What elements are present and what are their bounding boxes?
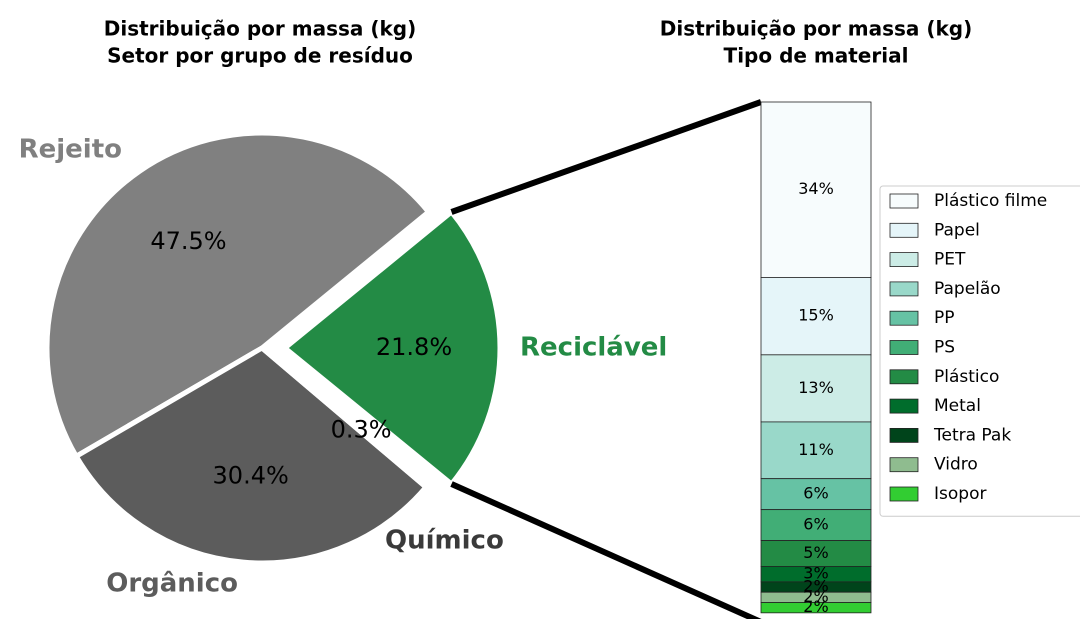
connector-line xyxy=(450,481,762,619)
bar-value-label: 3% xyxy=(803,564,828,583)
bar-segment xyxy=(760,540,872,567)
bar-value-label: 2% xyxy=(803,597,828,616)
bar-segment xyxy=(760,509,872,542)
legend-label: Plástico filme xyxy=(934,191,1047,211)
bar-value-label: 6% xyxy=(803,515,828,534)
legend-label: PP xyxy=(934,308,955,328)
bar-value-label: 5% xyxy=(803,543,828,562)
bar-value-label: 34% xyxy=(798,179,834,198)
legend-box xyxy=(879,185,1080,517)
legend-swatch xyxy=(889,369,919,385)
chart-title: Distribuição por massa (kg) xyxy=(104,17,417,41)
bar-segment xyxy=(760,354,872,423)
connector-line xyxy=(450,99,763,215)
bar-value-label: 15% xyxy=(798,306,834,325)
slice-label: Rejeito xyxy=(19,135,122,165)
legend-label: Papel xyxy=(934,220,980,240)
slice-label: Químico xyxy=(385,526,504,556)
bar-value-label: 11% xyxy=(798,440,834,459)
bar-value-label: 13% xyxy=(798,378,834,397)
slice-label: Orgânico xyxy=(106,569,238,599)
legend-swatch xyxy=(889,398,919,414)
pie-slice xyxy=(260,346,433,491)
legend-label: Isopor xyxy=(934,484,986,504)
pie-slice xyxy=(281,208,503,488)
chart-subtitle: Tipo de material xyxy=(724,44,909,68)
legend-label: Tetra Pak xyxy=(933,425,1011,445)
legend-label: Metal xyxy=(934,396,981,416)
slice-value-label: 21.8% xyxy=(376,333,452,361)
legend-swatch xyxy=(889,222,919,238)
chart-title: Distribuição por massa (kg) xyxy=(660,17,973,41)
legend-swatch xyxy=(889,252,919,268)
slice-value-label: 0.3% xyxy=(331,416,392,444)
bar-value-label: 2% xyxy=(803,587,828,606)
legend-swatch xyxy=(889,457,919,473)
legend-swatch xyxy=(889,427,919,443)
legend-label: PS xyxy=(934,338,955,358)
legend-swatch xyxy=(889,193,919,209)
legend-swatch xyxy=(889,486,919,502)
legend-swatch xyxy=(889,310,919,326)
legend-label: PET xyxy=(934,250,966,270)
bar-value-label: 6% xyxy=(803,484,828,503)
legend-label: Vidro xyxy=(934,455,978,475)
slice-value-label: 30.4% xyxy=(213,462,289,490)
slice-label: Reciclável xyxy=(520,333,667,363)
bar-value-label: 2% xyxy=(803,577,828,596)
slice-value-label: 47.5% xyxy=(150,227,226,255)
pie-slice xyxy=(72,344,430,566)
bar-segment xyxy=(760,421,872,480)
bar-segment xyxy=(760,602,872,614)
bar-segment xyxy=(760,277,872,356)
bar-segment xyxy=(760,478,872,511)
bar-segment xyxy=(760,101,872,278)
chart-subtitle: Setor por grupo de resíduo xyxy=(107,44,413,68)
legend-swatch xyxy=(889,340,919,355)
pie-slice xyxy=(44,130,433,460)
legend-label: Plástico xyxy=(934,367,999,387)
legend-swatch xyxy=(889,281,919,297)
legend-label: Papelão xyxy=(934,279,1001,299)
